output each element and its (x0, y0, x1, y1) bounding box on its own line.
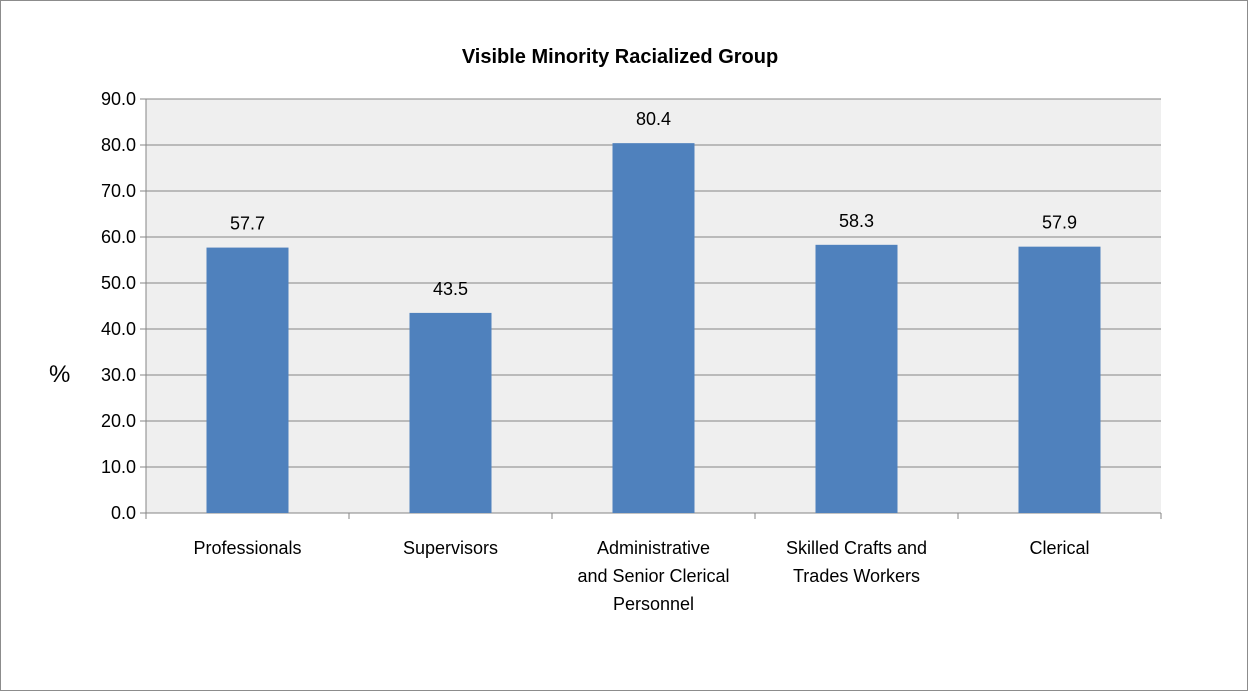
data-label: 43.5 (433, 279, 468, 299)
y-tick-label: 80.0 (101, 135, 136, 155)
x-tick-label: Skilled Crafts and Trades Workers (786, 538, 927, 586)
data-label: 80.4 (636, 109, 671, 129)
y-tick-label: 50.0 (101, 273, 136, 293)
y-tick-label: 60.0 (101, 227, 136, 247)
chart-title: Visible Minority Racialized Group (462, 46, 778, 68)
data-label: 58.3 (839, 211, 874, 231)
x-tick-label-line: Personnel (613, 594, 694, 614)
y-axis-label: % (49, 361, 70, 388)
x-tick-label-line: Clerical (1029, 538, 1089, 558)
x-tick-label-line: Professionals (193, 538, 301, 558)
plot-area: 0.0 10.0 20.0 30.0 40.0 50.0 60.0 70.0 80.0 90.0 5… (101, 89, 1162, 614)
x-tick-label: Supervisors (403, 538, 498, 558)
bar (206, 247, 289, 513)
x-tick-label-line: Skilled Crafts and (786, 538, 927, 558)
x-tick-label: Clerical (1029, 538, 1089, 558)
data-label: 57.7 (230, 214, 265, 234)
y-tick-label: 40.0 (101, 319, 136, 339)
data-label: 57.9 (1042, 213, 1077, 233)
y-tick-label: 10.0 (101, 457, 136, 477)
x-tick-label: Professionals (193, 538, 301, 558)
y-tick-label: 0.0 (111, 503, 136, 523)
x-tick-label-line: Trades Workers (793, 566, 920, 586)
x-tick-label-line: Supervisors (403, 538, 498, 558)
y-tick-label: 70.0 (101, 181, 136, 201)
x-tick-label: Administrative and Senior Clerical Personn… (577, 538, 729, 614)
y-tick-label: 20.0 (101, 411, 136, 431)
x-tick-label-line: and Senior Clerical (577, 566, 729, 586)
x-tick-label-line: Administrative (597, 538, 710, 558)
bar (1018, 246, 1101, 513)
bar (409, 312, 492, 513)
y-tick-label: 90.0 (101, 89, 136, 109)
bar (612, 143, 695, 513)
y-tick-label: 30.0 (101, 365, 136, 385)
bar (815, 244, 898, 513)
